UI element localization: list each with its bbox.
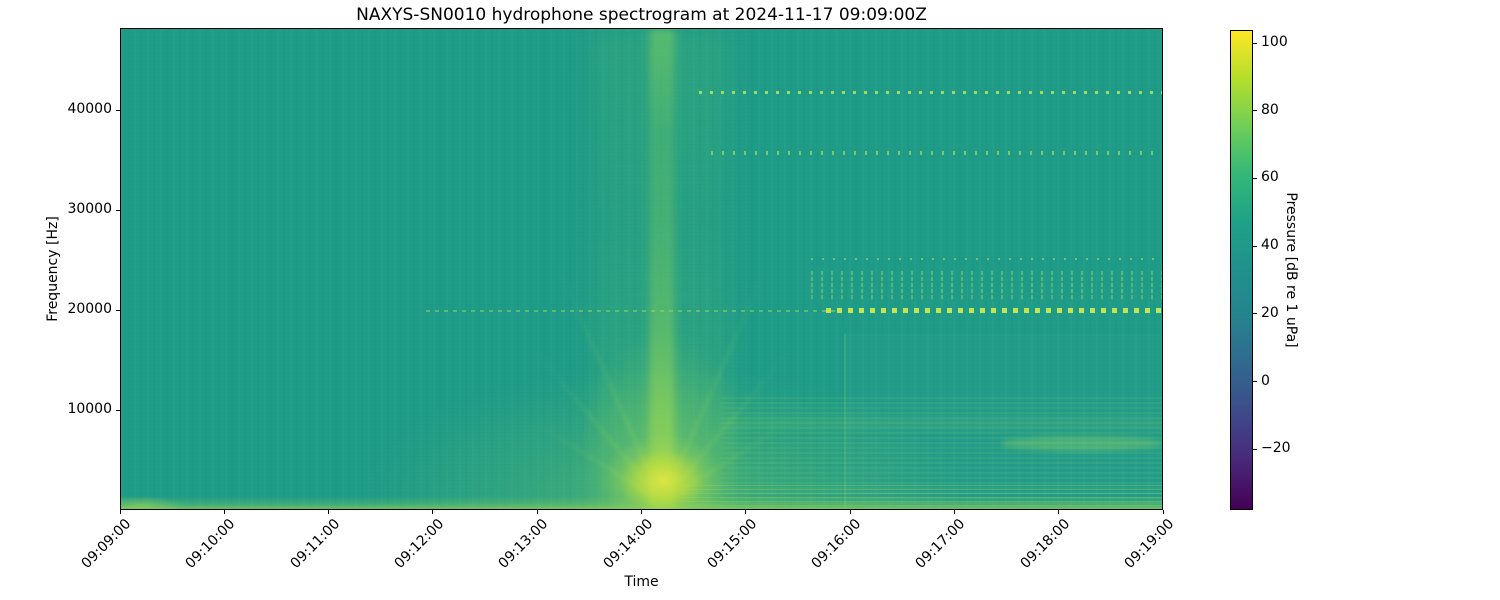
ping-line-41700hz xyxy=(699,91,1162,94)
y-tick-mark xyxy=(116,409,120,411)
ping-line-25300hz xyxy=(811,258,1162,260)
x-tick-mark xyxy=(536,510,538,514)
spectrogram-plot-area xyxy=(120,28,1163,510)
x-tick-label: 09:19:00 xyxy=(1121,516,1178,572)
ping-line-20khz-faint xyxy=(426,310,836,312)
ping-line-35700hz xyxy=(711,151,1162,155)
x-tick-mark xyxy=(641,510,642,514)
x-tick-label: 09:15:00 xyxy=(704,516,761,572)
colorbar-tick-label: 60 xyxy=(1261,169,1279,186)
x-tick-label: 09:14:00 xyxy=(600,516,656,572)
x-tick-mark xyxy=(1058,510,1060,514)
y-tick-label: 40000 xyxy=(67,101,112,117)
colorbar-tick-mark xyxy=(1253,42,1257,44)
plot-title: NAXYS-SN0010 hydrophone spectrogram at 2… xyxy=(356,5,927,25)
colorbar-tick-label: 20 xyxy=(1261,304,1279,321)
y-tick-mark xyxy=(116,309,120,311)
y-tick-mark xyxy=(116,209,120,211)
x-axis-label: Time xyxy=(624,574,659,590)
low-freq-noise-band xyxy=(121,496,1162,509)
x-tick-label: 09:10:00 xyxy=(182,516,239,572)
y-tick-label: 20000 xyxy=(67,301,112,317)
x-tick-mark xyxy=(1162,510,1164,514)
colorbar-tick-mark xyxy=(1253,110,1257,112)
x-tick-label: 09:18:00 xyxy=(1017,516,1074,572)
x-tick-label: 09:13:00 xyxy=(495,516,552,572)
x-tick-label: 09:11:00 xyxy=(287,516,343,572)
colorbar-tick-label: 100 xyxy=(1261,34,1288,50)
transient-plume-core xyxy=(121,29,1162,509)
x-tick-label: 09:16:00 xyxy=(808,516,865,572)
x-tick-mark xyxy=(745,510,747,514)
colorbar-tick-label: 80 xyxy=(1261,101,1279,118)
y-tick-label: 30000 xyxy=(67,201,112,217)
x-tick-label: 09:09:00 xyxy=(78,516,135,572)
colorbar-tick-mark xyxy=(1253,177,1257,179)
colorbar-tick-label: −20 xyxy=(1261,440,1291,457)
x-tick-mark xyxy=(432,510,434,514)
colorbar-tick-label: 40 xyxy=(1261,237,1279,254)
colorbar-tick-mark xyxy=(1253,381,1257,382)
x-tick-mark xyxy=(849,510,851,514)
colorbar-label: Pressure [dB re 1 uPa] xyxy=(1283,192,1299,348)
x-tick-mark xyxy=(223,510,225,514)
dot-band-21-24khz xyxy=(811,271,1162,301)
colorbar xyxy=(1230,30,1253,510)
colorbar-tick-mark xyxy=(1253,448,1257,450)
x-tick-mark xyxy=(953,510,955,514)
x-tick-mark xyxy=(119,510,121,514)
y-tick-mark xyxy=(116,109,120,111)
colorbar-tick-mark xyxy=(1253,313,1257,315)
ping-line-20khz-strong xyxy=(826,308,1162,313)
x-tick-mark xyxy=(328,510,330,514)
colorbar-tick-label: 0 xyxy=(1261,372,1270,389)
x-tick-label: 09:17:00 xyxy=(912,516,969,572)
colorbar-tick-mark xyxy=(1253,245,1257,247)
x-tick-label: 09:12:00 xyxy=(391,516,448,572)
y-tick-label: 10000 xyxy=(67,401,112,417)
